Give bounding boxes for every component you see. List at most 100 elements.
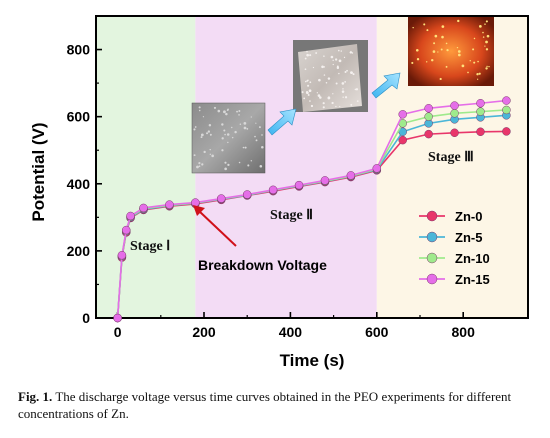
texture-dot <box>194 126 197 128</box>
legend-item: Zn-5 <box>419 230 482 245</box>
texture-dot <box>193 128 196 131</box>
texture-dot <box>485 40 488 44</box>
blue-arrow-icon <box>267 108 297 136</box>
texture-dot <box>207 130 210 133</box>
texture-dot <box>343 56 346 59</box>
stage-label-2: Stage Ⅱ <box>270 208 313 223</box>
texture-dot <box>446 49 449 52</box>
texture-dot <box>342 88 344 90</box>
legend-label: Zn-0 <box>455 209 482 224</box>
texture-dot <box>258 126 261 129</box>
texture-dot <box>356 100 359 103</box>
texture-dot <box>482 31 484 34</box>
texture-dot <box>209 133 212 136</box>
texture-dot <box>445 65 448 68</box>
texture-dot <box>426 61 428 63</box>
texture-dot <box>341 90 345 93</box>
texture-dot <box>335 82 338 85</box>
stage-band-1 <box>96 16 196 318</box>
data-point <box>126 211 135 221</box>
texture-dot <box>332 59 334 61</box>
texture-dot <box>411 61 414 65</box>
data-point <box>139 203 148 213</box>
data-point <box>502 96 511 105</box>
data-point <box>117 251 127 260</box>
legend: Zn-0 Zn-5 Zn-10 Zn-15 <box>419 209 490 287</box>
texture-dot <box>247 164 250 167</box>
texture-dot <box>250 116 252 118</box>
texture-dot <box>426 29 429 32</box>
legend-swatch-marker <box>426 273 438 285</box>
texture-dot <box>344 80 346 83</box>
texture-dot <box>344 70 347 73</box>
x-tick-label: 800 <box>452 324 476 340</box>
texture-dot <box>485 20 488 23</box>
texture-dot <box>259 164 263 168</box>
texture-dot <box>340 50 342 52</box>
texture-dot <box>341 82 345 85</box>
inset-image-stage-3 <box>408 16 494 86</box>
series-Zn-15 <box>113 96 511 323</box>
y-tick-label: 400 <box>67 176 91 192</box>
texture-dot <box>342 96 344 98</box>
texture-dot <box>306 53 309 57</box>
texture-dot <box>330 55 334 59</box>
texture-dot <box>202 116 205 118</box>
texture-dot <box>227 141 229 144</box>
data-point <box>502 105 511 115</box>
texture-dot <box>231 126 233 129</box>
texture-dot <box>334 58 338 61</box>
texture-dot <box>238 109 241 112</box>
texture-dot <box>223 110 226 114</box>
data-point <box>476 98 485 108</box>
texture-dot <box>309 81 312 84</box>
texture-dot <box>338 72 340 75</box>
texture-dot <box>456 46 459 49</box>
texture-dot <box>211 154 214 158</box>
texture-dot <box>431 58 434 62</box>
plot-frame <box>95 15 529 319</box>
texture-dot <box>224 133 226 136</box>
texture-dot <box>312 66 315 69</box>
legend-item: Zn-10 <box>419 251 490 266</box>
texture-dot <box>331 101 334 105</box>
texture-dot <box>486 65 488 68</box>
data-point <box>424 129 433 139</box>
texture-dot <box>332 63 334 66</box>
x-tick-label: 400 <box>279 324 303 340</box>
legend-swatch-marker <box>426 231 438 243</box>
texture-dot <box>242 146 245 149</box>
texture-dot <box>309 54 312 57</box>
texture-dot <box>196 165 199 169</box>
texture-dot <box>227 163 230 167</box>
texture-dot <box>239 123 242 125</box>
legend-swatch-marker <box>426 252 438 264</box>
texture-dot <box>236 110 238 113</box>
texture-dot <box>472 48 475 51</box>
texture-dot <box>346 69 348 72</box>
texture-dot <box>221 123 224 126</box>
texture-dot <box>318 78 321 82</box>
inset-image-stage-1 <box>191 102 266 174</box>
texture-dot <box>198 109 201 112</box>
figure-caption: Fig. 1. The discharge voltage versus tim… <box>18 388 538 422</box>
data-point <box>191 198 200 207</box>
texture-dot <box>225 112 228 116</box>
texture-dot <box>478 24 482 28</box>
texture-dot <box>243 126 247 130</box>
texture-dot <box>305 90 309 94</box>
texture-dot <box>433 42 436 45</box>
texture-dot <box>355 88 359 91</box>
texture-dot <box>332 93 334 95</box>
series-layer <box>113 96 511 323</box>
caption-text: The discharge voltage versus time curves… <box>18 389 512 421</box>
texture-dot <box>336 66 340 70</box>
texture-dot <box>226 133 230 136</box>
texture-dot <box>323 55 325 57</box>
texture-dot <box>485 67 488 70</box>
texture-dot <box>439 77 442 81</box>
data-point <box>242 190 252 199</box>
texture-dot <box>200 133 204 137</box>
y-tick-label: 200 <box>67 243 91 259</box>
data-point <box>398 135 407 145</box>
